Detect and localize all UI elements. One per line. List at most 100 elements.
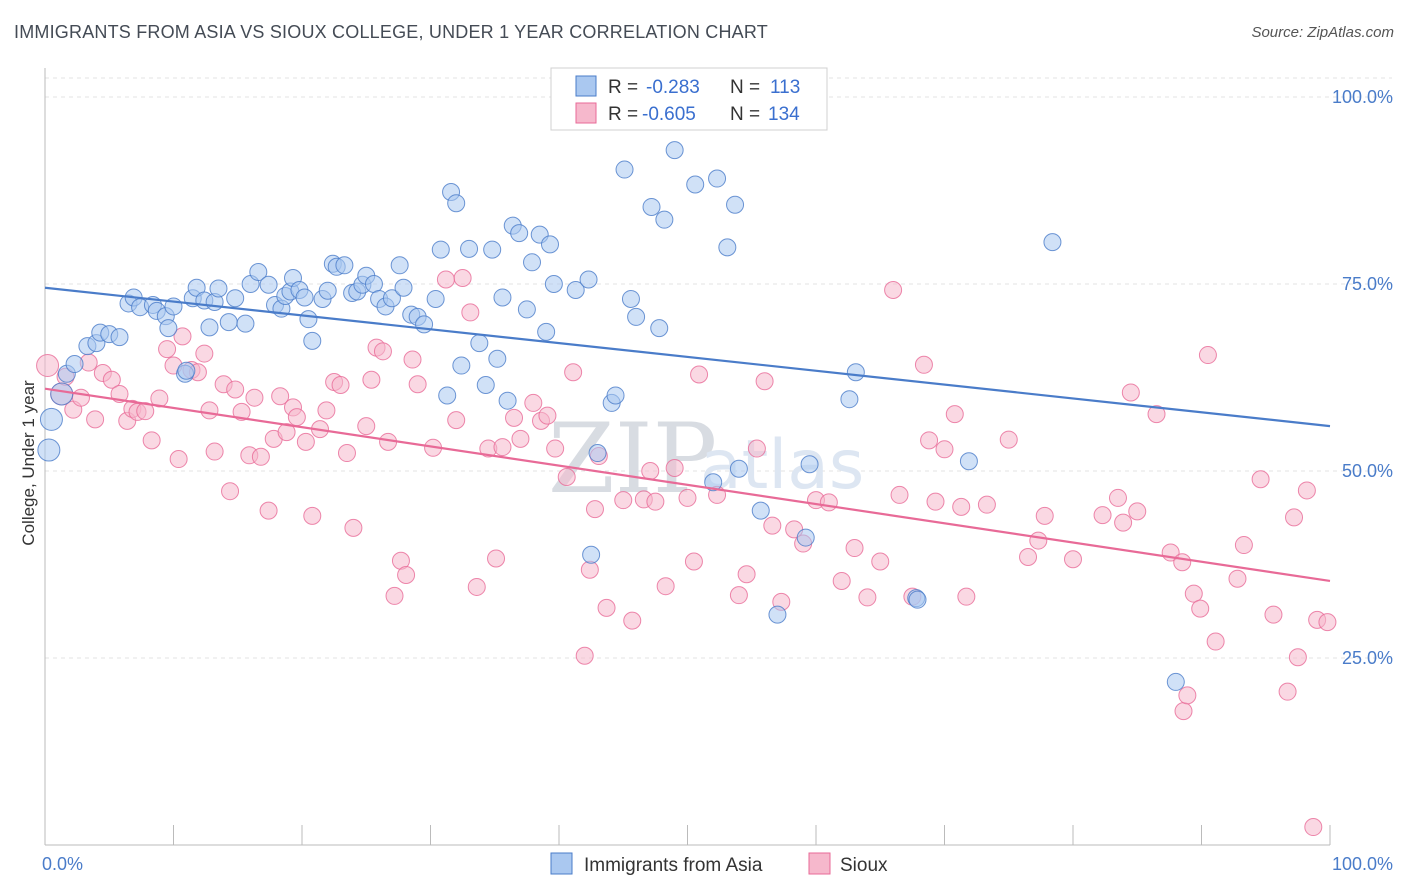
asia-point	[627, 307, 646, 326]
legend-bottom: Immigrants from Asia Sioux	[550, 852, 888, 876]
sioux-point	[1128, 502, 1147, 521]
asia-point	[226, 289, 245, 308]
asia-point	[615, 160, 634, 179]
asia-point	[390, 256, 409, 275]
sioux-point	[1304, 818, 1323, 837]
asia-point	[1043, 233, 1062, 252]
asia-point	[426, 289, 445, 308]
asia-point	[588, 444, 607, 463]
asia-point	[65, 355, 84, 374]
sioux-point	[337, 444, 356, 463]
sioux-point	[1318, 613, 1337, 632]
sioux-point	[259, 501, 278, 520]
sioux-point	[557, 467, 576, 486]
asia-point	[729, 459, 748, 478]
sioux-point	[690, 365, 709, 384]
asia-point	[483, 240, 502, 259]
sioux-point	[195, 344, 214, 363]
sioux-point	[1251, 470, 1270, 489]
asia-point	[537, 322, 556, 341]
sioux-point	[977, 495, 996, 514]
sioux-point	[926, 492, 945, 511]
sioux-point	[1147, 405, 1166, 424]
sioux-point	[169, 450, 188, 469]
y-tick-label: 25.0%	[1342, 648, 1393, 668]
asia-point	[476, 375, 495, 394]
sioux-point	[221, 482, 240, 501]
sioux-point	[71, 388, 90, 407]
sioux-point	[200, 401, 219, 420]
sioux-point	[564, 363, 583, 382]
sioux-point	[546, 439, 565, 458]
sioux-point	[331, 375, 350, 394]
sioux-point	[1288, 648, 1307, 667]
sioux-point	[935, 440, 954, 459]
sioux-point	[1234, 536, 1253, 555]
asia-point	[335, 256, 354, 275]
asia-point	[209, 279, 228, 298]
sioux-point	[1198, 346, 1217, 365]
asia-point	[415, 315, 434, 334]
sioux-point	[287, 408, 306, 427]
legend-swatch-blue	[575, 75, 597, 97]
sioux-point	[245, 388, 264, 407]
sioux-point	[1093, 506, 1112, 525]
sioux-point	[467, 577, 486, 596]
y-tick-label: 75.0%	[1342, 274, 1393, 294]
gridlines	[45, 77, 1392, 659]
asia-point	[259, 275, 278, 294]
asia-point	[582, 545, 601, 564]
asia-point	[655, 210, 674, 229]
asia-point	[566, 280, 585, 299]
sioux-point	[832, 571, 851, 590]
sioux-point	[303, 506, 322, 525]
sioux-point	[447, 411, 466, 430]
x-tick-labels: 0.0% 100.0%	[42, 854, 1393, 874]
asia-point	[470, 334, 489, 353]
legend-r-value-blue: -0.283	[646, 77, 700, 98]
asia-point	[704, 473, 723, 492]
sioux-point	[373, 342, 392, 361]
asia-point	[606, 386, 625, 405]
sioux-point	[1173, 553, 1192, 572]
y-tick-label: 100.0%	[1332, 87, 1393, 107]
asia-point	[159, 319, 178, 338]
asia-point	[295, 288, 314, 307]
asia-point	[726, 195, 745, 214]
sioux-point	[1178, 686, 1197, 705]
asia-point	[200, 318, 219, 337]
asia-point	[768, 605, 787, 624]
sioux-point	[1064, 550, 1082, 569]
sioux-point	[952, 497, 971, 516]
sioux-point	[737, 565, 756, 584]
sioux-point	[945, 405, 964, 424]
asia-point	[908, 590, 927, 609]
asia-point	[579, 270, 598, 289]
legend-bottom-label-sioux: Sioux	[840, 855, 888, 876]
series-sioux-points	[36, 269, 1337, 837]
asia-point	[37, 438, 61, 462]
sioux-point	[597, 598, 616, 617]
sioux-point	[1184, 584, 1203, 603]
sioux-point	[755, 372, 774, 391]
asia-point	[438, 386, 457, 405]
sioux-point	[362, 370, 381, 389]
y-tick-label: 50.0%	[1342, 461, 1393, 481]
sioux-point	[858, 588, 877, 607]
sioux-point	[1114, 513, 1133, 532]
asia-point	[621, 289, 640, 308]
chart-source: Source: ZipAtlas.com	[1251, 24, 1394, 41]
sioux-point	[232, 402, 251, 421]
asia-point	[39, 407, 63, 431]
legend-swatch-pink	[575, 102, 597, 124]
sioux-point	[729, 586, 748, 605]
sioux-point	[344, 518, 363, 537]
sioux-point	[684, 552, 703, 571]
sioux-point	[646, 492, 665, 511]
asia-point	[510, 224, 529, 243]
x-tick-label: 100.0%	[1332, 854, 1393, 874]
asia-point	[50, 382, 74, 406]
sioux-point	[408, 375, 427, 394]
asia-point	[249, 263, 268, 282]
